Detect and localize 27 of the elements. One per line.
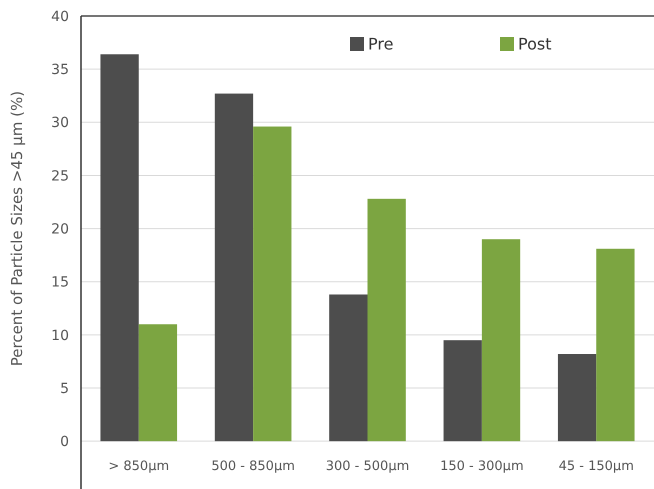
bar — [558, 354, 596, 442]
bar — [596, 248, 635, 442]
y-tick-label: 20 — [51, 221, 69, 238]
x-tick-label: 300 - 500µm — [326, 459, 410, 474]
bar — [138, 324, 178, 442]
legend-label: Pre — [368, 34, 394, 54]
bar — [368, 198, 406, 442]
bar — [482, 239, 520, 442]
y-tick-label: 0 — [60, 434, 69, 450]
y-tick-label: 10 — [51, 328, 69, 344]
bar — [329, 294, 368, 442]
y-tick-label: 25 — [51, 168, 69, 184]
bar — [444, 340, 482, 442]
bar — [100, 54, 139, 442]
y-tick-label: 30 — [51, 115, 69, 132]
y-tick-label: 40 — [51, 8, 69, 25]
legend-label: Post — [518, 34, 552, 54]
bar — [214, 94, 254, 442]
y-axis-title: Percent of Particle Sizes >45 µm (%) — [8, 90, 26, 366]
x-tick-label: 150 - 300µm — [440, 459, 524, 474]
x-tick-label: 500 - 850µm — [211, 459, 295, 474]
y-tick-label: 5 — [60, 380, 69, 397]
y-tick-label: 35 — [51, 62, 69, 78]
y-tick-label: 15 — [51, 274, 69, 291]
x-tick-label: 45 - 150µm — [558, 459, 634, 474]
x-tick-label: > 850µm — [108, 459, 170, 474]
bar — [253, 126, 292, 442]
